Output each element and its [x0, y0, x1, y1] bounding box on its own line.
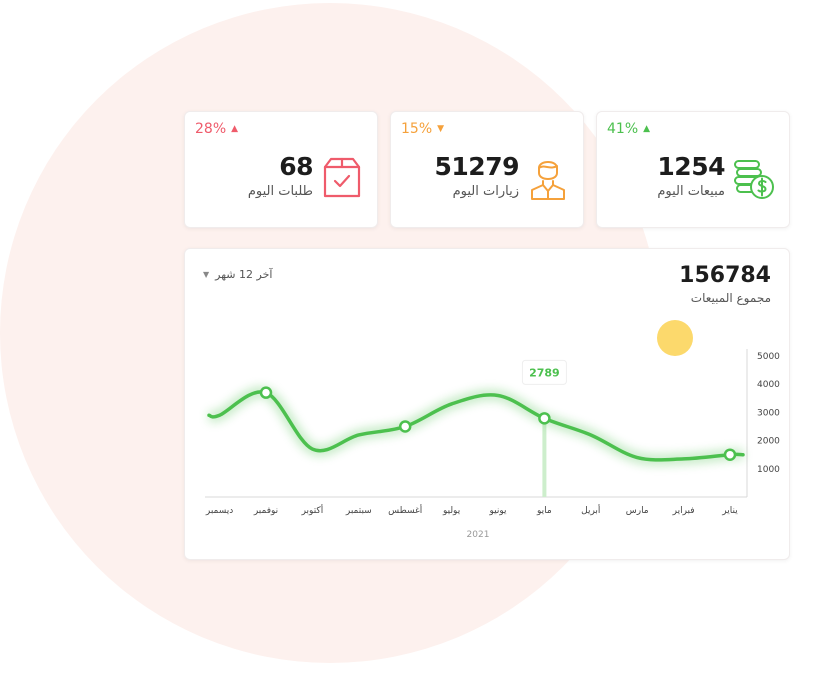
- arrow-up-icon: ▲: [643, 124, 651, 134]
- stat-value: 51279: [434, 152, 520, 181]
- caret-down-icon: ▼: [203, 270, 210, 279]
- stat-label: زيارات اليوم: [452, 184, 519, 199]
- package-box-icon: [323, 157, 361, 198]
- stat-card-sales[interactable]: 41% ▲ 1254 مبيعات اليوم: [596, 111, 790, 228]
- period-label: آخر 12 شهر: [215, 268, 273, 281]
- stat-card-visits[interactable]: 15% ▼ 51279 زيارات اليوم: [390, 111, 584, 228]
- x-tick-label: نوفمبر: [253, 506, 278, 516]
- value-tooltip: 2789: [521, 359, 567, 385]
- x-tick-label: مايو: [536, 506, 552, 516]
- y-tick-label: 2000: [757, 437, 780, 447]
- x-tick-label: ديسمبر: [205, 506, 233, 516]
- change-percent: 28%: [195, 121, 227, 137]
- change-percent: 15%: [401, 121, 433, 137]
- change-percent: 41%: [607, 121, 639, 137]
- x-axis-ticks: يناير فبراير مارس أبريل مايو يونيو يوليو أغسطس س…: [205, 504, 738, 516]
- data-point-marker[interactable]: [538, 412, 551, 425]
- y-tick-label: 4000: [757, 380, 780, 390]
- period-dropdown[interactable]: ▼ آخر 12 شهر: [203, 268, 272, 281]
- change-indicator: 28% ▲: [195, 121, 238, 137]
- stat-label: طلبات اليوم: [247, 184, 313, 199]
- data-point-marker[interactable]: [723, 448, 737, 461]
- data-point-marker[interactable]: [259, 386, 273, 399]
- change-indicator: 15% ▼: [401, 121, 444, 137]
- x-tick-label: سبتمبر: [345, 506, 372, 516]
- y-axis-ticks: 1000 2000 3000 4000 5000: [757, 352, 780, 475]
- highlight-bar: [542, 418, 547, 497]
- sales-line-chart[interactable]: 1000 2000 3000 4000 5000 2789 يناير فبراير مار…: [185, 249, 791, 561]
- y-tick-label: 5000: [757, 352, 780, 362]
- sales-chart-card: 156784 مجموع المبيعات ▼ آخر 12 شهر 1000 2…: [184, 248, 790, 560]
- y-tick-label: 3000: [757, 408, 780, 418]
- stat-value: 68: [279, 152, 313, 181]
- x-tick-label: مارس: [626, 506, 649, 516]
- x-tick-label: أغسطس: [388, 504, 422, 516]
- data-markers: [259, 386, 737, 461]
- x-tick-label: يناير: [721, 506, 738, 516]
- x-tick-label: أكتوبر: [301, 504, 324, 516]
- stat-label: مبيعات اليوم: [657, 184, 725, 199]
- data-point-marker[interactable]: [398, 420, 412, 433]
- arrow-down-icon: ▼: [437, 124, 445, 134]
- decorative-sun: [657, 320, 693, 356]
- dollar-coins-icon: [734, 160, 774, 199]
- stat-value: 1254: [657, 152, 725, 181]
- tooltip-box: [521, 359, 567, 385]
- tooltip-value: 2789: [529, 366, 560, 379]
- total-sales-value: 156784: [679, 263, 771, 288]
- change-indicator: 41% ▲: [607, 121, 650, 137]
- y-tick-label: 1000: [757, 465, 780, 475]
- x-tick-label: فبراير: [672, 506, 695, 516]
- x-tick-label: يوليو: [442, 506, 461, 516]
- line-glow: [206, 386, 744, 465]
- user-visitor-icon: [531, 161, 565, 200]
- total-sales-label: مجموع المبيعات: [690, 291, 771, 305]
- stat-card-orders[interactable]: 28% ▲ 68 طلبات اليوم: [184, 111, 378, 228]
- x-axis-year-label: 2021: [467, 530, 490, 540]
- arrow-up-icon: ▲: [231, 124, 239, 134]
- x-tick-label: أبريل: [581, 504, 600, 516]
- x-tick-label: يونيو: [488, 506, 507, 516]
